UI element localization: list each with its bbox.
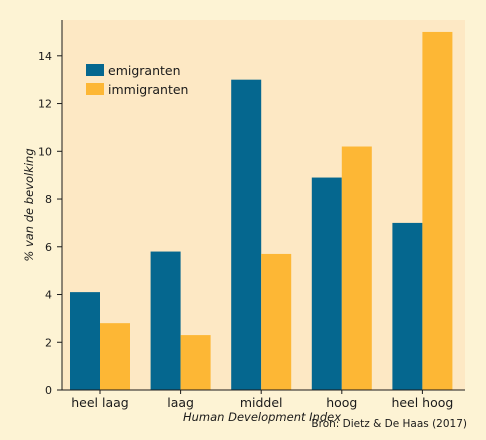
legend-swatch-immigranten bbox=[86, 83, 104, 95]
y-tick-label: 12 bbox=[38, 98, 52, 111]
bar-immigranten-laag bbox=[180, 335, 211, 390]
x-category-label: middel bbox=[240, 395, 283, 410]
bar-immigranten-hoog bbox=[341, 146, 372, 390]
x-category-label: heel hoog bbox=[391, 395, 453, 410]
legend-label-immigranten: immigranten bbox=[108, 82, 188, 97]
bar-emigranten-heel-laag bbox=[70, 292, 100, 390]
legend-label-emigranten: emigranten bbox=[108, 63, 181, 78]
y-tick-label: 8 bbox=[45, 193, 52, 206]
bar-emigranten-hoog bbox=[311, 177, 342, 390]
bar-immigranten-heel-laag bbox=[100, 323, 130, 390]
y-tick-label: 2 bbox=[45, 336, 52, 349]
y-tick-label: 6 bbox=[45, 241, 52, 254]
x-category-label: laag bbox=[167, 395, 194, 410]
bar-immigranten-middel bbox=[261, 253, 292, 390]
y-tick-label: 14 bbox=[38, 50, 52, 63]
bar-emigranten-heel-hoog bbox=[392, 222, 423, 390]
bar-emigranten-middel bbox=[231, 79, 262, 390]
y-tick-label: 4 bbox=[45, 289, 52, 302]
legend-swatch-emigranten bbox=[86, 64, 104, 76]
x-axis-title: Human Development Index bbox=[183, 410, 341, 424]
y-tick-label: 10 bbox=[38, 145, 52, 158]
bar-immigranten-heel-hoog bbox=[422, 31, 453, 390]
source-note: Bron: Dietz & De Haas (2017) bbox=[311, 418, 467, 430]
y-axis-title: % van de bevolking bbox=[22, 148, 36, 261]
y-tick-label: 0 bbox=[45, 384, 52, 397]
bar-emigranten-laag bbox=[150, 251, 181, 390]
legend: emigranten immigranten bbox=[86, 63, 188, 97]
x-category-label: hoog bbox=[326, 395, 357, 410]
x-category-label: heel laag bbox=[71, 395, 128, 410]
